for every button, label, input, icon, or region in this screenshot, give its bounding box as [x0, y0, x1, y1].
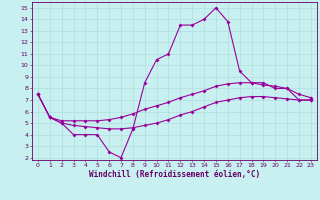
X-axis label: Windchill (Refroidissement éolien,°C): Windchill (Refroidissement éolien,°C) — [89, 170, 260, 179]
